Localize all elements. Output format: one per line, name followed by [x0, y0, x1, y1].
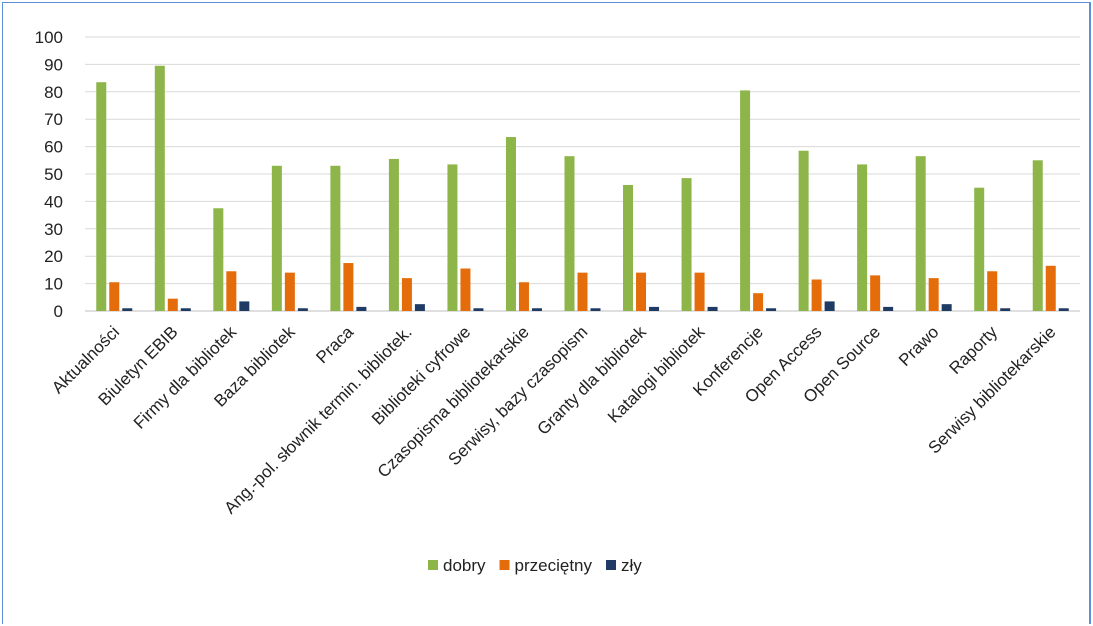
bar-dobry-6	[447, 164, 458, 311]
category-label-9: Granty dla bibliotek	[534, 322, 651, 439]
legend-label-przeci-tny: przeciętny	[515, 556, 593, 575]
bar-dobry-7	[505, 137, 516, 311]
bar-z-y-11	[766, 308, 777, 311]
bar-przeci-tny-9	[636, 272, 647, 311]
bar-przeci-tny-16	[1045, 265, 1056, 311]
legend-swatch-przeci-tny	[499, 560, 510, 570]
bar-z-y-4	[356, 306, 367, 311]
y-tick-label-30: 30	[44, 220, 63, 239]
bar-dobry-13	[857, 164, 868, 311]
bar-przeci-tny-1	[167, 298, 178, 311]
bar-z-y-3	[297, 308, 308, 311]
bar-przeci-tny-14	[928, 278, 939, 311]
y-tick-label-10: 10	[44, 275, 63, 294]
bar-dobry-10	[681, 178, 692, 311]
bar-przeci-tny-7	[518, 282, 529, 311]
bar-przeci-tny-12	[811, 279, 822, 311]
bar-z-y-9	[649, 306, 660, 311]
bar-z-y-7	[531, 308, 542, 311]
y-tick-label-70: 70	[44, 110, 63, 129]
legend-label-dobry: dobry	[443, 556, 486, 575]
bar-dobry-3	[271, 165, 282, 311]
bar-dobry-0	[96, 82, 107, 312]
bar-przeci-tny-10	[694, 272, 705, 311]
bar-dobry-2	[213, 208, 224, 311]
y-tick-label-80: 80	[44, 83, 63, 102]
bar-dobry-16	[1032, 160, 1043, 311]
category-label-2: Firmy dla bibliotek	[130, 322, 241, 433]
bar-z-y-13	[883, 306, 894, 311]
bar-przeci-tny-8	[577, 272, 588, 311]
y-tick-label-0: 0	[54, 302, 63, 321]
bar-z-y-10	[707, 306, 718, 311]
category-label-6: Biblioteki cyfrowe	[368, 322, 474, 428]
bar-dobry-15	[974, 187, 985, 311]
legend-label-z-y: zły	[621, 556, 642, 575]
bar-przeci-tny-2	[226, 271, 237, 311]
bar-przeci-tny-0	[109, 282, 120, 311]
bar-z-y-12	[824, 301, 835, 311]
bar-z-y-15	[1000, 308, 1011, 311]
y-tick-label-90: 90	[44, 55, 63, 74]
category-label-14: Prawo	[895, 322, 943, 370]
bar-przeci-tny-6	[460, 268, 471, 311]
bar-dobry-12	[798, 150, 809, 311]
bar-z-y-2	[239, 301, 250, 311]
bar-dobry-5	[388, 158, 399, 311]
bar-z-y-6	[473, 308, 484, 311]
bar-z-y-8	[590, 308, 601, 311]
bar-przeci-tny-5	[401, 278, 412, 311]
bar-dobry-11	[740, 90, 751, 312]
y-tick-label-50: 50	[44, 165, 63, 184]
y-tick-label-100: 100	[35, 28, 63, 47]
y-tick-label-20: 20	[44, 247, 63, 266]
bar-z-y-14	[941, 304, 952, 311]
bar-przeci-tny-15	[987, 271, 998, 311]
bar-przeci-tny-11	[753, 293, 764, 311]
bar-dobry-1	[154, 65, 165, 312]
legend-swatch-dobry	[428, 560, 438, 570]
category-label-4: Praca	[312, 322, 357, 367]
bar-dobry-4	[330, 165, 341, 311]
bar-dobry-8	[564, 156, 575, 311]
legend-swatch-z-y	[606, 560, 617, 570]
y-tick-label-40: 40	[44, 192, 63, 211]
bar-dobry-14	[915, 156, 926, 311]
bar-z-y-16	[1058, 308, 1069, 311]
bar-z-y-0	[122, 308, 133, 311]
bar-z-y-1	[180, 308, 191, 311]
y-tick-label-60: 60	[44, 138, 63, 157]
bar-przeci-tny-3	[284, 272, 295, 311]
bar-z-y-5	[414, 304, 425, 311]
bar-przeci-tny-13	[870, 275, 881, 311]
bar-dobry-9	[623, 184, 634, 311]
bar-przeci-tny-4	[343, 263, 354, 311]
category-label-15: Raporty	[946, 322, 1002, 378]
